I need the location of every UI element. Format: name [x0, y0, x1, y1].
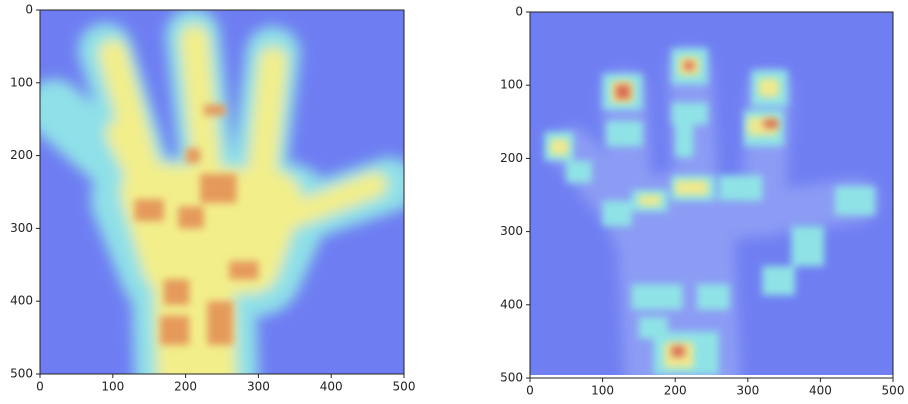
heatmap-image	[530, 12, 893, 375]
x-tick-label: 100	[101, 380, 124, 394]
y-tick-label: 500	[10, 367, 33, 381]
x-tick-label: 300	[736, 384, 759, 398]
x-tick-label: 400	[320, 380, 343, 394]
y-tick-label: 200	[500, 151, 523, 165]
x-tick-label: 300	[247, 380, 270, 394]
x-tick-label: 400	[809, 384, 832, 398]
x-tick-label: 200	[174, 380, 197, 394]
x-tick-label: 0	[36, 380, 44, 394]
page: {"chart_data": [ {"type": "heatmap", "xl…	[0, 0, 908, 404]
y-tick-label: 400	[10, 294, 33, 308]
y-tick-label: 200	[10, 148, 33, 162]
x-tick-label: 200	[664, 384, 687, 398]
x-tick-label: 100	[591, 384, 614, 398]
y-tick-label: 500	[500, 371, 523, 385]
y-tick-label: 100	[10, 75, 33, 89]
x-tick-label: 500	[393, 380, 416, 394]
y-tick-label: 100	[500, 78, 523, 92]
y-tick-label: 0	[515, 5, 523, 19]
y-tick-label: 300	[10, 221, 33, 235]
x-tick-label: 0	[526, 384, 534, 398]
x-tick-label: 500	[882, 384, 905, 398]
heatmap-image	[40, 10, 404, 374]
y-tick-label: 0	[25, 3, 33, 17]
y-tick-label: 400	[500, 297, 523, 311]
figure: 0100200300400500010020030040050001002003…	[0, 0, 908, 404]
y-tick-label: 300	[500, 224, 523, 238]
